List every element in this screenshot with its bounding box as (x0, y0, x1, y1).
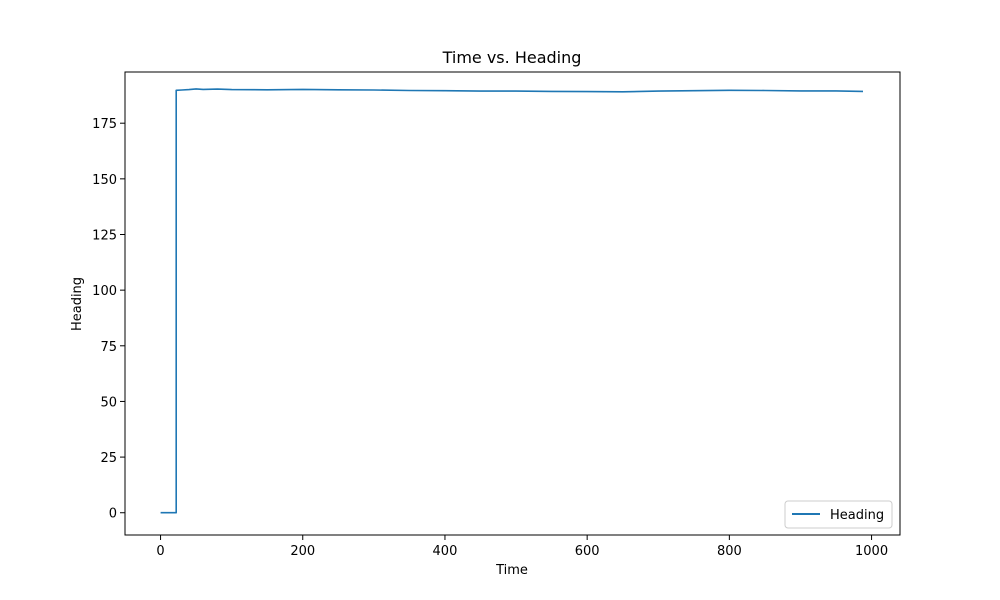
y-tick-label: 25 (100, 451, 117, 466)
legend-box (784, 500, 893, 529)
y-tick-label: 150 (92, 173, 117, 188)
x-axis-ticks: 0 200 400 600 800 1000 (156, 535, 888, 559)
x-tick-label: 600 (575, 544, 600, 559)
x-tick-label: 200 (290, 544, 315, 559)
plot-frame (124, 71, 901, 536)
legend-label-heading: Heading (830, 508, 884, 523)
y-tick-label: 50 (100, 395, 117, 410)
y-axis-label: Heading (70, 277, 85, 331)
y-tick-label: 175 (92, 117, 117, 132)
y-tick-label: 100 (92, 284, 117, 299)
y-tick-label: 125 (92, 228, 117, 243)
x-tick-label: 1000 (855, 544, 888, 559)
legend: Heading (784, 500, 893, 529)
x-tick-label: 400 (433, 544, 458, 559)
x-axis-label: Time (495, 563, 528, 578)
series-layer (160, 88, 864, 514)
series-line-heading (160, 88, 864, 514)
chart-title: Time vs. Heading (442, 48, 582, 67)
y-tick-label: 75 (100, 340, 117, 355)
y-axis-ticks: 0 25 50 75 100 125 150 175 (92, 117, 125, 522)
y-tick-label: 0 (109, 507, 117, 522)
x-tick-label: 800 (717, 544, 742, 559)
x-tick-label: 0 (156, 544, 164, 559)
